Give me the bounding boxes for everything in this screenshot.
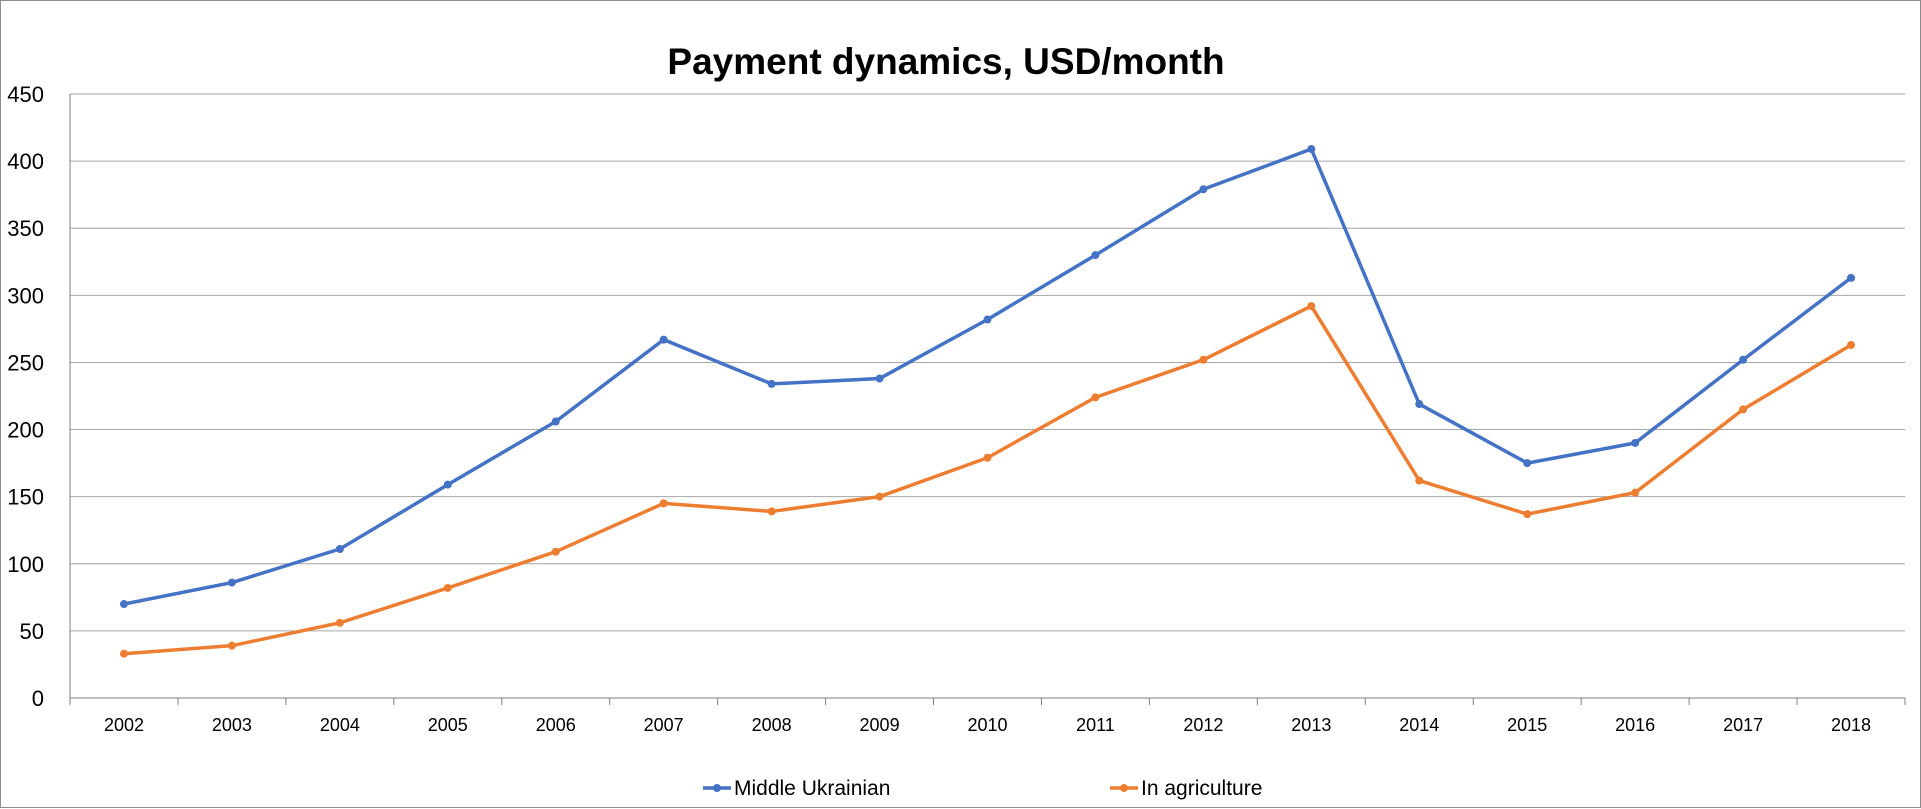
data-point	[1523, 510, 1532, 519]
data-point	[767, 507, 776, 516]
data-point	[767, 379, 776, 388]
data-point	[1631, 488, 1640, 497]
data-point	[1091, 251, 1100, 260]
y-tick-label: 50	[20, 619, 44, 644]
x-tick-label: 2011	[1076, 715, 1115, 735]
data-point	[875, 374, 884, 383]
x-tick-label: 2014	[1399, 715, 1439, 735]
data-point	[227, 578, 236, 587]
x-tick-label: 2007	[644, 715, 684, 735]
data-point	[1847, 273, 1856, 282]
data-point	[875, 492, 884, 501]
x-tick-label: 2010	[967, 715, 1007, 735]
legend-item: In agriculture	[1110, 777, 1262, 800]
data-point	[659, 335, 668, 344]
y-tick-label: 350	[7, 216, 44, 241]
x-tick-label: 2016	[1615, 715, 1655, 735]
x-tick-label: 2002	[104, 715, 144, 735]
data-point	[119, 600, 128, 609]
axes: 0 50 100 150 200 250 300 350 400 450 2002 2003 2004 2…	[7, 82, 1906, 735]
data-point	[983, 315, 992, 324]
data-point	[1739, 355, 1748, 364]
data-point	[1199, 355, 1208, 364]
x-tick-label: 2006	[536, 715, 576, 735]
series-lines	[119, 145, 1856, 658]
grid-lines	[70, 93, 1905, 632]
y-tick-label: 400	[7, 149, 44, 174]
legend-marker	[713, 784, 721, 792]
y-tick-label: 200	[7, 418, 44, 443]
data-point	[335, 545, 344, 554]
x-tick-label: 2012	[1183, 715, 1223, 735]
y-tick-label: 450	[7, 82, 44, 107]
data-point	[1091, 393, 1100, 402]
x-tick-label: 2008	[752, 715, 792, 735]
y-tick-label: 100	[7, 552, 44, 577]
x-tick-label: 2004	[320, 715, 360, 735]
data-point	[1847, 340, 1856, 349]
data-point	[1415, 400, 1424, 409]
data-point	[659, 499, 668, 508]
series-line-0	[122, 147, 1853, 606]
y-tick-label: 150	[7, 485, 44, 510]
x-tick-label: 2017	[1723, 715, 1763, 735]
x-tick-label: 2005	[428, 715, 468, 735]
data-point	[1631, 438, 1640, 447]
y-tick-label: 250	[7, 350, 44, 375]
x-tick-label: 2003	[212, 715, 252, 735]
legend: Middle Ukrainian In agriculture	[703, 777, 1262, 800]
data-point	[1415, 476, 1424, 485]
data-point	[1307, 145, 1316, 154]
data-point	[335, 618, 344, 627]
legend-item: Middle Ukrainian	[703, 777, 890, 800]
x-tick-label: 2018	[1831, 715, 1871, 735]
x-tick-label: 2013	[1291, 715, 1331, 735]
legend-label: In agriculture	[1141, 777, 1262, 800]
data-point	[551, 547, 560, 556]
data-point	[443, 480, 452, 489]
legend-label: Middle Ukrainian	[734, 777, 890, 800]
chart-title: Payment dynamics, USD/month	[667, 41, 1224, 82]
y-tick-label: 0	[32, 686, 44, 711]
x-tick-label: 2009	[860, 715, 900, 735]
data-point	[1523, 459, 1532, 468]
data-point	[227, 641, 236, 650]
data-point	[1307, 302, 1316, 311]
data-point	[119, 649, 128, 658]
y-tick-label: 300	[7, 283, 44, 308]
data-point	[983, 453, 992, 462]
data-point	[1739, 405, 1748, 414]
data-point	[443, 583, 452, 592]
x-tick-label: 2015	[1507, 715, 1547, 735]
legend-marker	[1120, 784, 1128, 792]
series-line-1	[122, 304, 1853, 656]
data-point	[551, 417, 560, 426]
data-point	[1199, 185, 1208, 194]
